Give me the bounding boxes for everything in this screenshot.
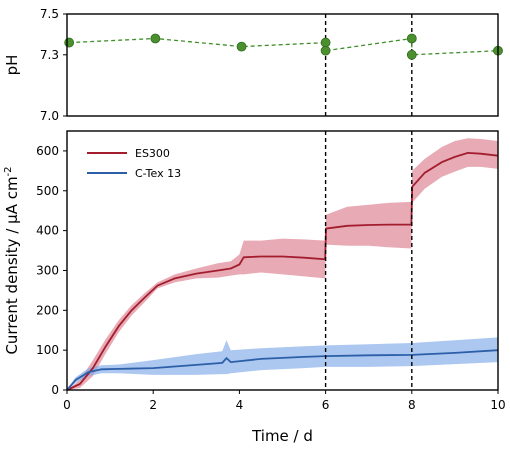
current-ytick-label: 200 xyxy=(36,303,59,317)
legend: ES300 C-Tex 13 xyxy=(87,147,181,180)
ph-ytick-label: 7.5 xyxy=(40,7,59,21)
time-xtick-label: 0 xyxy=(63,398,71,412)
line-ctex13 xyxy=(66,349,499,391)
ph-point xyxy=(320,45,331,56)
current-event-lines xyxy=(324,131,413,390)
ph-series-line xyxy=(69,37,499,56)
band-ctex13 xyxy=(67,337,498,390)
current-axis-title-main: Current density / μA cm xyxy=(3,176,21,354)
current-density-panel: 0 100 200 300 400 500 600 0 2 4 6 8 10 Current dens… xyxy=(3,130,506,445)
time-xtick-label: 10 xyxy=(490,398,505,412)
ph-ytick-label: 7.3 xyxy=(40,48,59,62)
ph-event-lines xyxy=(324,14,413,116)
ph-panel: 7.0 7.3 7.5 pH xyxy=(3,7,503,123)
current-ytick-label: 500 xyxy=(36,184,59,198)
legend-label-es300: ES300 xyxy=(135,147,170,160)
time-xtick-label: 2 xyxy=(149,398,157,412)
current-plot-frame xyxy=(66,130,499,391)
time-xtick-label: 4 xyxy=(236,398,244,412)
time-axis-title: Time / d xyxy=(251,427,313,445)
ph-plot-frame xyxy=(66,13,499,117)
current-ytick-label: 0 xyxy=(51,383,59,397)
current-ytick-label: 600 xyxy=(36,144,59,158)
ph-point xyxy=(320,37,331,48)
band-es300 xyxy=(67,138,498,390)
line-es300 xyxy=(66,151,499,391)
ph-point xyxy=(150,33,161,44)
legend-label-ctex13: C-Tex 13 xyxy=(135,167,181,180)
ph-ytick-label: 7.0 xyxy=(40,109,59,123)
ph-point xyxy=(406,49,417,60)
current-axis-title: Current density / μA cm-2 xyxy=(3,166,21,354)
ph-point xyxy=(236,41,247,52)
ph-point xyxy=(64,37,75,48)
current-ytick-label: 300 xyxy=(36,263,59,277)
time-xtick-label: 6 xyxy=(322,398,330,412)
ph-axis-title: pH xyxy=(3,55,21,76)
current-ytick-label: 100 xyxy=(36,343,59,357)
current-axis-title-superscript: -2 xyxy=(3,166,14,176)
ph-point xyxy=(406,33,417,44)
time-xtick-label: 8 xyxy=(408,398,416,412)
current-ytick-label: 400 xyxy=(36,224,59,238)
